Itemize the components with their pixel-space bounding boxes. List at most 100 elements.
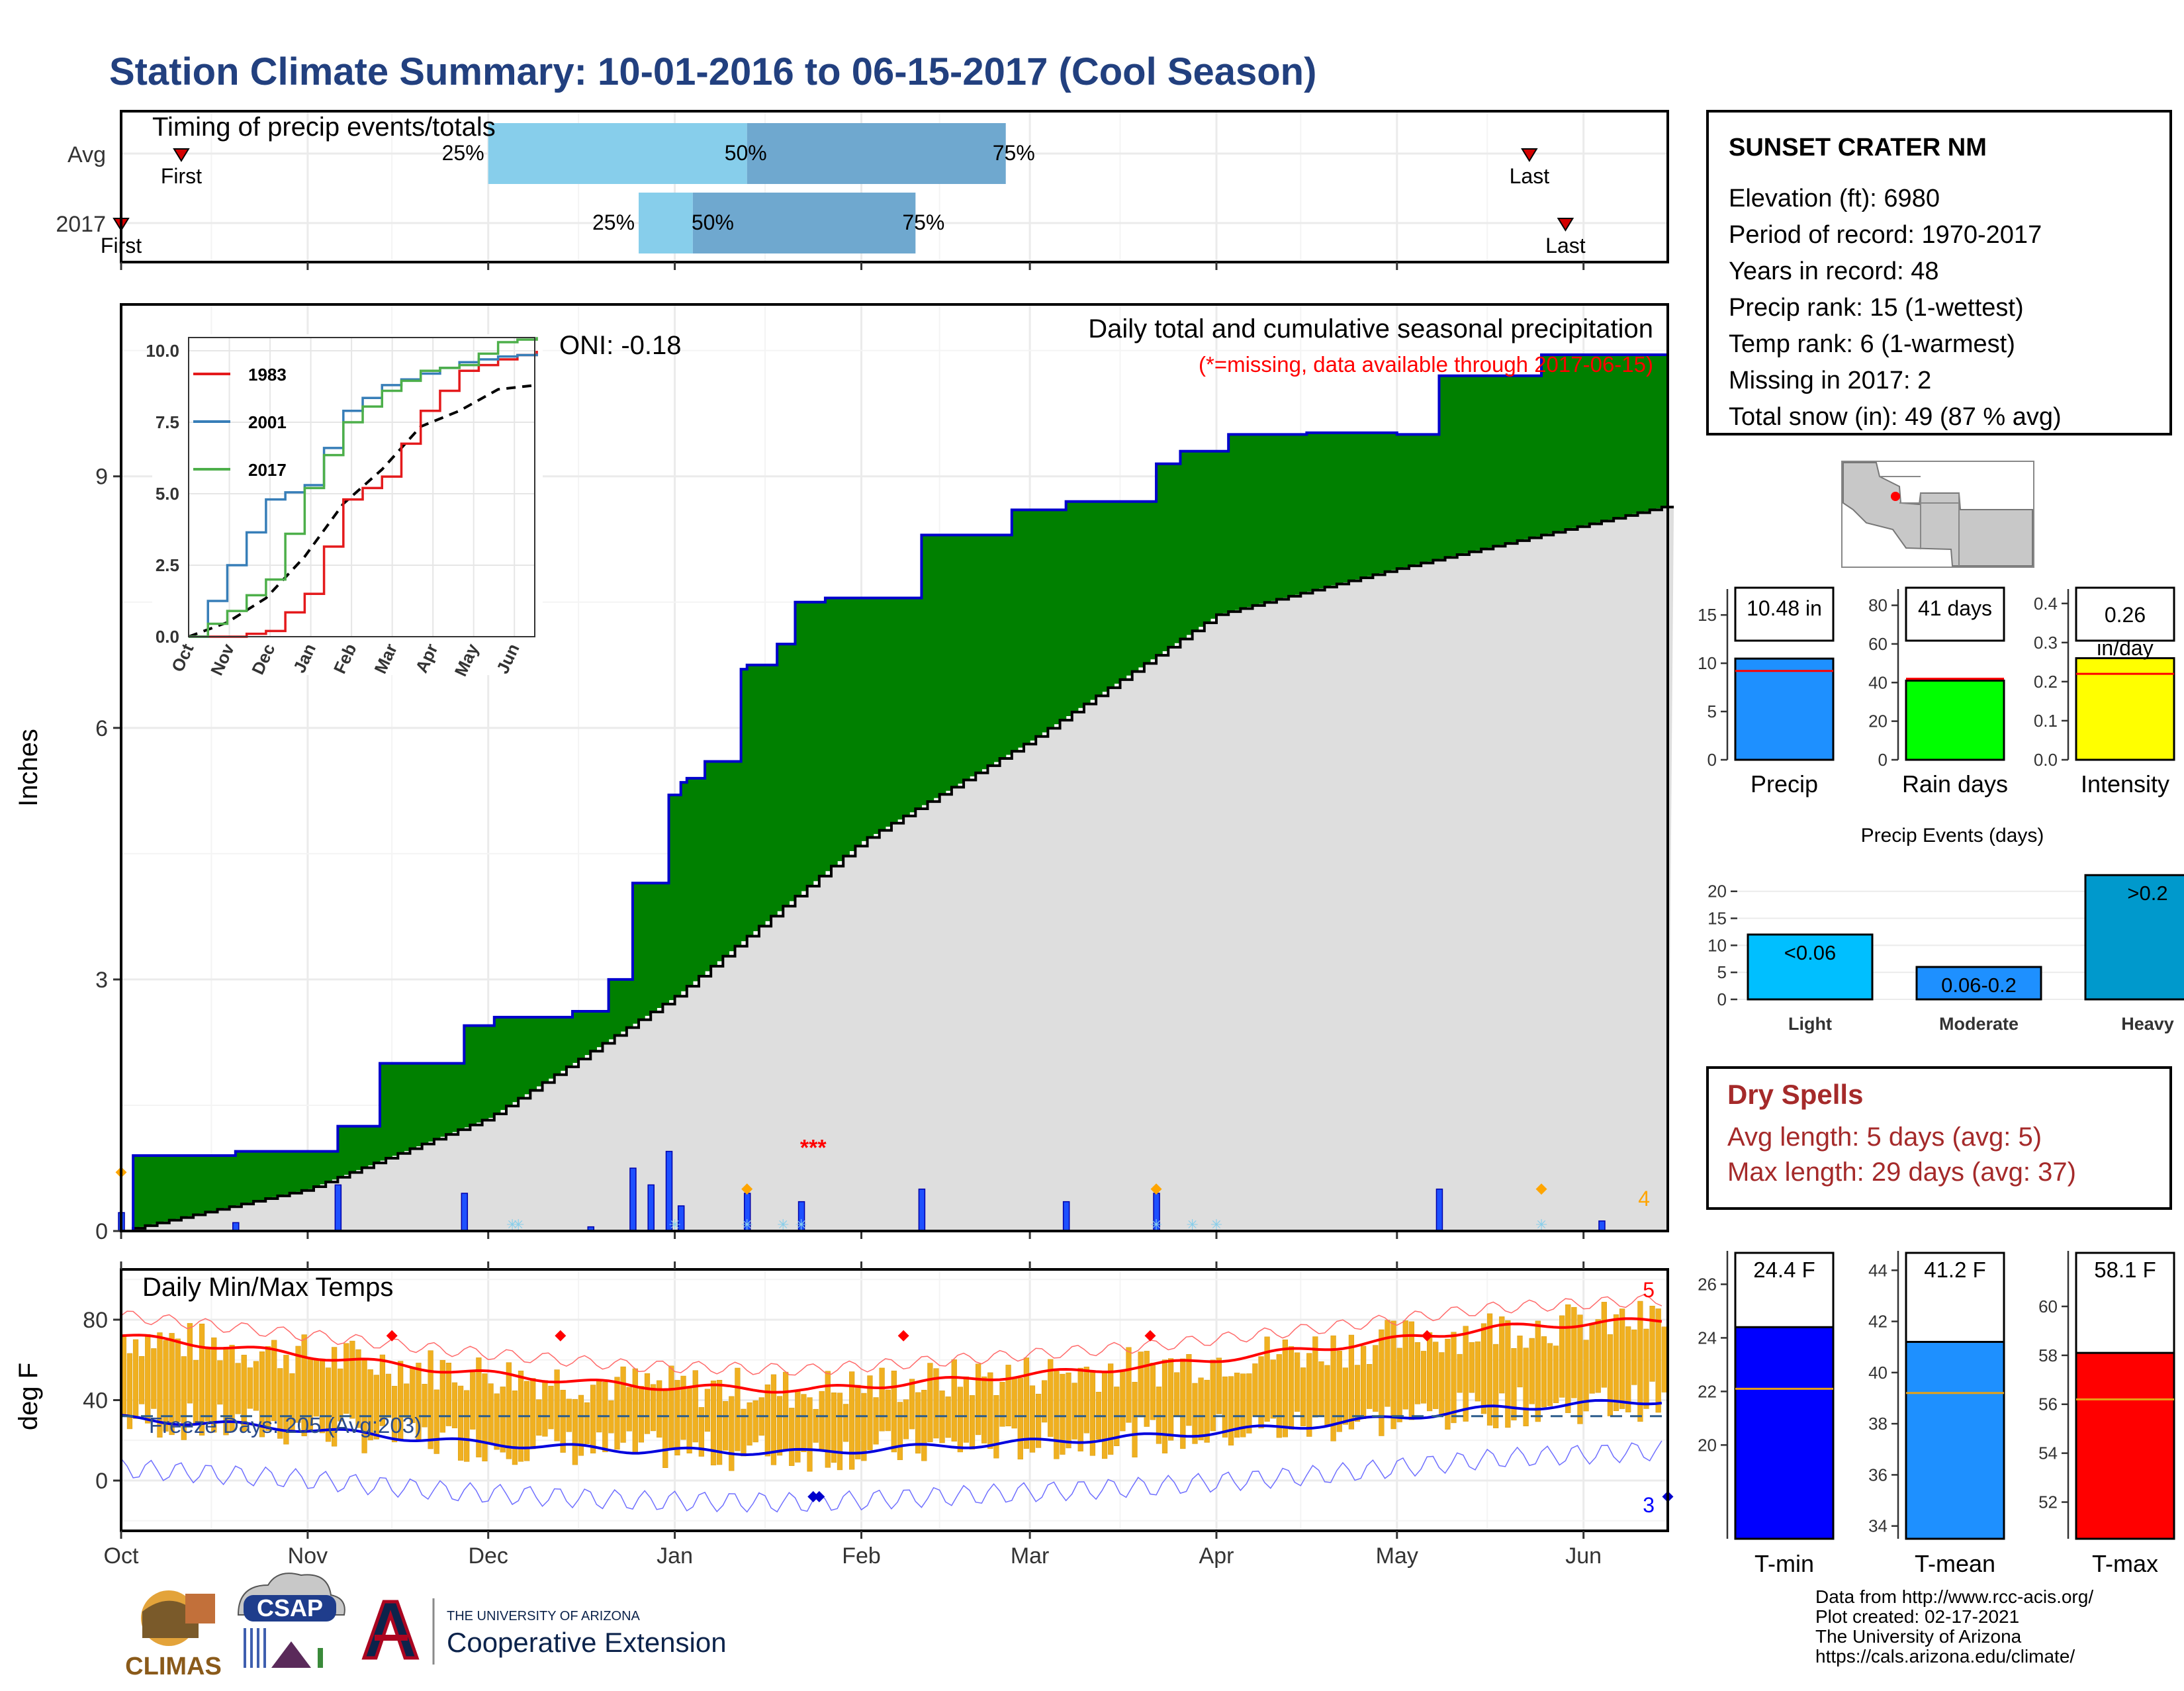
footer-credit-line: The University of Arizona bbox=[1815, 1626, 2022, 1647]
daily-temp-bar bbox=[1336, 1350, 1342, 1432]
temp-mini-y-tick-label: 40 bbox=[1868, 1363, 1888, 1383]
record-high-marker-icon bbox=[1421, 1330, 1433, 1342]
daily-temp-bar bbox=[1553, 1346, 1559, 1403]
daily-temp-bar bbox=[1547, 1343, 1553, 1406]
daily-temp-bar bbox=[723, 1401, 729, 1451]
temp-mini-y-tick-label: 52 bbox=[2038, 1492, 2058, 1512]
daily-temp-bar bbox=[1595, 1319, 1601, 1393]
daily-temp-bar bbox=[1234, 1373, 1240, 1438]
temp-mini-y-tick-label: 22 bbox=[1698, 1381, 1717, 1401]
daily-temp-bar bbox=[1607, 1334, 1614, 1416]
daily-temp-bar bbox=[644, 1373, 651, 1434]
daily-temp-bar bbox=[1180, 1358, 1186, 1449]
daily-temp-bar bbox=[175, 1338, 181, 1422]
daily-temp-bar bbox=[163, 1340, 169, 1432]
daily-temp-bar bbox=[1306, 1353, 1312, 1437]
average-min-line bbox=[120, 1398, 1662, 1456]
month-tick-label: Apr bbox=[1199, 1543, 1234, 1569]
daily-precip-bar bbox=[629, 1167, 637, 1232]
mini-bar-name: Precip bbox=[1751, 770, 1818, 798]
daily-temp-bar bbox=[488, 1383, 494, 1444]
events-y-tick-label: 5 bbox=[1717, 962, 1727, 982]
daily-temp-bar bbox=[229, 1345, 235, 1432]
daily-temp-bar bbox=[831, 1393, 837, 1463]
daily-temp-bar bbox=[1144, 1351, 1150, 1427]
mini-bar-name: Rain days bbox=[1902, 770, 2008, 798]
temp-mini-name: T-max bbox=[2092, 1550, 2158, 1577]
daily-temp-bar bbox=[1138, 1351, 1144, 1418]
daily-temp-bar bbox=[1017, 1377, 1023, 1460]
daily-temp-bar bbox=[1565, 1304, 1571, 1413]
daily-temp-bar bbox=[451, 1382, 458, 1428]
temp-mini-y-tick-label: 56 bbox=[2038, 1394, 2058, 1414]
daily-temp-bar bbox=[837, 1393, 843, 1471]
daily-temp-bar bbox=[1222, 1376, 1228, 1438]
daily-temp-bar bbox=[235, 1363, 241, 1414]
daily-temp-bar bbox=[169, 1333, 175, 1436]
daily-temp-bar bbox=[909, 1379, 915, 1430]
daily-temp-bar bbox=[867, 1375, 873, 1451]
daily-temp-bar bbox=[1060, 1373, 1066, 1455]
daily-temp-bar bbox=[1318, 1361, 1324, 1416]
snow-marker-icon: ✳ bbox=[777, 1216, 789, 1233]
daily-temp-bar bbox=[1167, 1358, 1174, 1441]
daily-temp-bar bbox=[494, 1393, 500, 1450]
daily-temp-bar bbox=[1505, 1320, 1511, 1428]
daily-temp-bar bbox=[332, 1347, 338, 1447]
daily-temp-bar bbox=[698, 1407, 704, 1457]
max-count-label: 5 bbox=[1643, 1278, 1655, 1302]
daily-temp-bar bbox=[1108, 1363, 1114, 1455]
daily-temp-bar bbox=[849, 1371, 855, 1470]
daily-temp-bar bbox=[1601, 1302, 1607, 1388]
daily-temp-bar bbox=[993, 1395, 999, 1459]
daily-temp-bar bbox=[482, 1373, 488, 1462]
precip-events-chart: Precip Events (days) 0 5 10 15 20 <0.06 Light 0… bbox=[1707, 825, 2184, 1034]
month-tick-label: Jun bbox=[1565, 1543, 1602, 1569]
daily-temp-bar bbox=[741, 1408, 747, 1457]
daily-temp-bar bbox=[704, 1389, 711, 1432]
daily-precip-bar bbox=[1062, 1201, 1070, 1232]
event-count-label: 4 bbox=[1638, 1187, 1650, 1211]
daily-temp-bar bbox=[1523, 1348, 1529, 1426]
footer-credits: Data from http://www.rcc-acis.org/Plot c… bbox=[1815, 1586, 2093, 1667]
daily-temp-bar bbox=[861, 1393, 867, 1461]
daily-temp-bar bbox=[428, 1350, 433, 1449]
map-region-shape bbox=[1843, 462, 2033, 567]
daily-temp-bar bbox=[470, 1370, 476, 1430]
mini-y-tick-label: 5 bbox=[1707, 702, 1717, 721]
temp-mini-label: 24.4 F bbox=[1753, 1257, 1815, 1282]
daily-temp-bar bbox=[1011, 1377, 1017, 1429]
daily-temp-bar bbox=[1066, 1372, 1071, 1449]
daily-temp-bar bbox=[1499, 1316, 1505, 1394]
daily-temp-bar bbox=[692, 1370, 698, 1443]
snow-marker-icon: ✳ bbox=[795, 1216, 807, 1233]
daily-temp-bar bbox=[259, 1351, 265, 1438]
daily-temp-bar bbox=[729, 1396, 735, 1471]
dry-spells-title: Dry Spells bbox=[1727, 1079, 1863, 1110]
mini-bar-label-unit: in/day bbox=[2097, 636, 2153, 660]
daily-temp-bar bbox=[211, 1337, 217, 1433]
daily-temp-bar bbox=[879, 1367, 885, 1432]
snow-marker-icon: ✳ bbox=[1535, 1216, 1547, 1233]
daily-temp-bar bbox=[1439, 1352, 1445, 1416]
daily-temp-bar bbox=[632, 1368, 638, 1454]
daily-temp-bar bbox=[217, 1360, 223, 1405]
daily-temp-bar bbox=[770, 1374, 777, 1465]
record-low-marker-icon bbox=[807, 1490, 819, 1502]
month-tick-label: May bbox=[1376, 1543, 1418, 1569]
daily-temp-bar bbox=[355, 1349, 361, 1428]
ua-cooperative-extension: Cooperative Extension bbox=[447, 1627, 727, 1658]
mini-label-box bbox=[1734, 586, 1835, 642]
temperature-panel: 0 40 80 Daily Min/Max Temps Freeze Days: 2… bbox=[14, 1261, 1674, 1569]
timing-bar-q2 bbox=[747, 123, 1006, 184]
daily-temp-bar bbox=[963, 1376, 970, 1443]
daily-temp-bar bbox=[1529, 1338, 1535, 1404]
daily-temp-bar bbox=[1348, 1334, 1355, 1430]
timing-bars bbox=[488, 123, 1006, 253]
daily-temp-bar bbox=[379, 1354, 385, 1426]
events-category-label: Moderate bbox=[1939, 1014, 2019, 1034]
daily-temp-bar bbox=[1071, 1383, 1077, 1440]
daily-temp-bar bbox=[1475, 1341, 1480, 1402]
daily-temp-bar bbox=[776, 1396, 783, 1456]
mini-bar-name: Intensity bbox=[2081, 770, 2169, 798]
